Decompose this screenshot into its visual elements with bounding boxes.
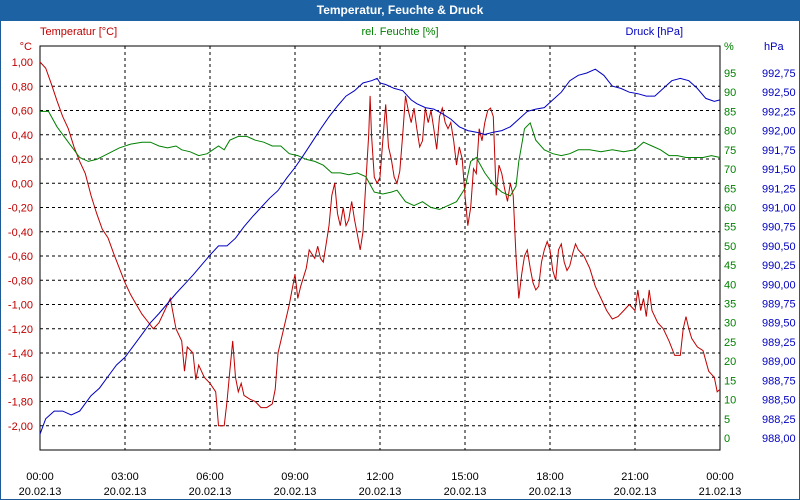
x-tick-time-label: 03:00 bbox=[111, 471, 139, 483]
humidity-tick-label: 15 bbox=[724, 375, 736, 387]
x-tick-date-label: 20.02.13 bbox=[359, 486, 402, 498]
temperature-tick-label: -0,60 bbox=[8, 251, 33, 263]
humidity-tick-label: 45 bbox=[724, 260, 736, 272]
x-tick-date-label: 21.02.13 bbox=[699, 486, 742, 498]
tick-labels: 1,00 0,80 0,60 0,40 0,20 0,00 -0,20 -0,40 -0,60 -… bbox=[8, 57, 796, 498]
pressure-tick-label: 992,00 bbox=[762, 126, 796, 138]
temperature-tick-label: 1,00 bbox=[12, 57, 33, 69]
humidity-tick-label: 25 bbox=[724, 337, 736, 349]
x-tick-time-label: 21:00 bbox=[621, 471, 649, 483]
temperature-tick-label: 0,80 bbox=[12, 81, 33, 93]
pressure-tick-label: 989,25 bbox=[762, 337, 796, 349]
axes: Temperatur [°C] rel. Feuchte [%] Druck [… bbox=[20, 26, 785, 53]
pressure-unit-label: hPa bbox=[764, 41, 784, 53]
pressure-tick-label: 992,75 bbox=[762, 68, 796, 80]
humidity-tick-label: 85 bbox=[724, 106, 736, 118]
temperature-tick-label: 0,60 bbox=[12, 106, 33, 118]
x-tick-date-label: 20.02.13 bbox=[104, 486, 147, 498]
humidity-tick-label: 75 bbox=[724, 145, 736, 157]
temperature-tick-label: -1,20 bbox=[8, 324, 33, 336]
pressure-tick-label: 990,25 bbox=[762, 260, 796, 272]
pressure-tick-label: 990,50 bbox=[762, 241, 796, 253]
pressure-tick-label: 992,25 bbox=[762, 106, 796, 118]
temperature-tick-label: 0,00 bbox=[12, 178, 33, 190]
temperature-tick-label: -0,40 bbox=[8, 227, 33, 239]
x-tick-date-label: 20.02.13 bbox=[19, 486, 62, 498]
humidity-tick-label: 20 bbox=[724, 356, 736, 368]
x-tick-date-label: 20.02.13 bbox=[614, 486, 657, 498]
pressure-tick-label: 992,50 bbox=[762, 87, 796, 99]
humidity-tick-label: 70 bbox=[724, 164, 736, 176]
temperature-tick-label: 0,20 bbox=[12, 154, 33, 166]
humidity-tick-label: 60 bbox=[724, 202, 736, 214]
humidity-unit-label: % bbox=[724, 41, 734, 53]
x-tick-date-label: 20.02.13 bbox=[444, 486, 487, 498]
pressure-tick-label: 988,00 bbox=[762, 433, 796, 445]
x-tick-date-label: 20.02.13 bbox=[529, 486, 572, 498]
humidity-tick-label: 35 bbox=[724, 299, 736, 311]
pressure-tick-label: 988,50 bbox=[762, 395, 796, 407]
temperature-tick-label: -0,80 bbox=[8, 275, 33, 287]
humidity-tick-label: 95 bbox=[724, 68, 736, 80]
pressure-tick-label: 990,00 bbox=[762, 279, 796, 291]
temperature-tick-label: -2,00 bbox=[8, 421, 33, 433]
series bbox=[39, 61, 721, 435]
x-tick-time-label: 09:00 bbox=[281, 471, 309, 483]
temperature-tick-label: -1,80 bbox=[8, 397, 33, 409]
pressure-tick-label: 989,50 bbox=[762, 318, 796, 330]
x-tick-date-label: 20.02.13 bbox=[189, 486, 232, 498]
pressure-tick-label: 988,75 bbox=[762, 375, 796, 387]
humidity-tick-label: 5 bbox=[724, 414, 730, 426]
temperature-tick-label: -0,20 bbox=[8, 203, 33, 215]
humidity-tick-label: 0 bbox=[724, 433, 730, 445]
pressure-line bbox=[39, 68, 721, 435]
pressure-tick-label: 989,00 bbox=[762, 356, 796, 368]
x-tick-time-label: 15:00 bbox=[451, 471, 479, 483]
temperature-tick-label: 0,40 bbox=[12, 130, 33, 142]
humidity-tick-label: 90 bbox=[724, 87, 736, 99]
humidity-line bbox=[40, 110, 721, 210]
pressure-tick-label: 991,75 bbox=[762, 145, 796, 157]
pressure-axis-label: Druck [hPa] bbox=[626, 26, 683, 38]
x-tick-date-label: 20.02.13 bbox=[274, 486, 317, 498]
pressure-tick-label: 988,25 bbox=[762, 414, 796, 426]
pressure-tick-label: 989,75 bbox=[762, 299, 796, 311]
temperature-tick-label: -1,40 bbox=[8, 348, 33, 360]
humidity-tick-label: 65 bbox=[724, 183, 736, 195]
chart-title: Temperatur, Feuchte & Druck bbox=[0, 0, 800, 21]
x-tick-time-label: 00:00 bbox=[26, 471, 54, 483]
pressure-tick-label: 991,00 bbox=[762, 202, 796, 214]
humidity-tick-label: 10 bbox=[724, 395, 736, 407]
humidity-tick-label: 55 bbox=[724, 222, 736, 234]
pressure-tick-label: 991,25 bbox=[762, 183, 796, 195]
x-tick-time-label: 18:00 bbox=[536, 471, 564, 483]
temperature-tick-label: -1,60 bbox=[8, 372, 33, 384]
pressure-tick-label: 990,75 bbox=[762, 222, 796, 234]
temperature-axis-label: Temperatur [°C] bbox=[40, 26, 117, 38]
grid bbox=[39, 45, 721, 451]
temperature-line bbox=[39, 61, 721, 427]
temperature-tick-label: -1,00 bbox=[8, 300, 33, 312]
x-tick-time-label: 12:00 bbox=[366, 471, 394, 483]
humidity-axis-label: rel. Feuchte [%] bbox=[361, 26, 438, 38]
pressure-tick-label: 991,50 bbox=[762, 164, 796, 176]
humidity-tick-label: 50 bbox=[724, 241, 736, 253]
temperature-unit-label: °C bbox=[20, 41, 32, 53]
humidity-tick-label: 30 bbox=[724, 318, 736, 330]
humidity-tick-label: 40 bbox=[724, 279, 736, 291]
humidity-tick-label: 80 bbox=[724, 126, 736, 138]
x-tick-time-label: 06:00 bbox=[196, 471, 224, 483]
x-tick-time-label: 00:00 bbox=[706, 471, 734, 483]
